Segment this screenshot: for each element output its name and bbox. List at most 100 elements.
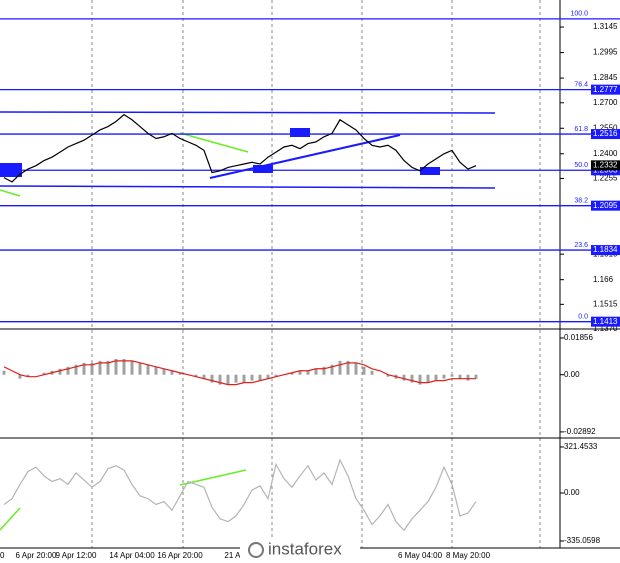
histogram-bar: [466, 374, 470, 381]
histogram-bar: [202, 374, 206, 379]
last-price-label: 1.2332: [593, 160, 618, 169]
histogram-bar: [242, 374, 246, 383]
fib-label: 38.2: [574, 198, 588, 205]
watermark: instaforex: [268, 539, 342, 558]
histogram-bar: [402, 374, 406, 381]
histogram-bar: [386, 374, 390, 377]
histogram-bar: [458, 374, 462, 379]
y-tick-label: 1.1370: [593, 324, 618, 333]
y-tick-label: 0.01856: [564, 333, 593, 342]
histogram-bar: [266, 374, 270, 379]
histogram-bar: [154, 366, 158, 375]
histogram-bar: [306, 370, 310, 375]
histogram-bar: [122, 358, 126, 375]
price-label-box: [591, 245, 620, 256]
histogram-bar: [170, 370, 174, 375]
histogram-bar: [194, 374, 198, 377]
histogram-bar: [114, 358, 118, 375]
histogram-bar: [250, 374, 254, 381]
histogram-bar: [74, 364, 78, 375]
price-label-box: [591, 84, 620, 95]
histogram-bar: [346, 360, 350, 375]
fib-price-label: 1.1834: [593, 245, 618, 254]
y-tick-label: 321.4533: [564, 442, 598, 451]
histogram-bar: [442, 374, 446, 379]
y-tick-label: 1.2255: [593, 174, 618, 183]
fib-label: 50.0: [574, 162, 588, 169]
marker-box: [290, 128, 310, 137]
histogram-bar: [426, 374, 430, 383]
histogram-bar: [98, 360, 102, 375]
histogram-bar: [362, 366, 366, 375]
histogram-bar: [2, 370, 6, 375]
y-tick-label: 0.00: [564, 488, 580, 497]
histogram-bar: [66, 366, 70, 375]
x-tick-label: 6 May 04:00: [398, 551, 443, 560]
divergence-line: [0, 507, 21, 531]
marker-box: [253, 165, 273, 173]
histogram-bar: [370, 370, 374, 375]
fib-label: 0.0: [578, 314, 588, 321]
histogram-bar: [178, 372, 182, 375]
x-tick-label: 9 Apr 12:00: [56, 551, 97, 560]
fib-price-label: 1.2516: [593, 129, 618, 138]
histogram-bar: [410, 374, 414, 383]
histogram-bar: [106, 360, 110, 375]
y-tick-label: 0.00: [564, 370, 580, 379]
x-tick-label: 8 May 20:00: [446, 551, 491, 560]
histogram-bar: [258, 374, 262, 381]
histogram-bar: [42, 372, 46, 375]
histogram-bar: [322, 366, 326, 375]
price-label-box: [591, 129, 620, 140]
histogram-bar: [90, 362, 94, 375]
y-tick-label: 1.2550: [593, 123, 618, 132]
x-tick-label: 6 Apr 20:00: [16, 551, 57, 560]
histogram-bar: [234, 374, 238, 383]
histogram-bar: [162, 368, 166, 375]
histogram-bar: [146, 364, 150, 375]
histogram-bar: [130, 360, 134, 375]
marker-box: [420, 167, 440, 175]
histogram-bar: [26, 374, 30, 377]
x-tick-label: 0: [0, 551, 5, 560]
channel-line: [0, 185, 496, 189]
watermark-icon: [248, 542, 264, 558]
fib-label: 76.4: [574, 81, 588, 88]
x-tick-label: 16 Apr 20:00: [157, 551, 203, 560]
histogram-bar: [226, 374, 230, 385]
histogram-bar: [82, 362, 86, 375]
price-label-box: [591, 316, 620, 327]
price-label-box: [591, 200, 620, 211]
histogram-bar: [210, 374, 214, 383]
panel-borders: [0, 0, 620, 549]
histogram-bar: [18, 374, 22, 379]
y-tick-label: 1.2700: [593, 98, 618, 107]
y-tick-label: -335.0598: [564, 536, 601, 545]
histogram-bar: [58, 368, 62, 375]
histogram-bar: [218, 374, 222, 385]
histogram-bar: [418, 374, 422, 385]
histogram-bar: [338, 360, 342, 375]
fib-price-label: 1.2777: [593, 85, 618, 94]
fib-price-label: 1.1413: [593, 317, 618, 326]
y-tick-label: 1.2995: [593, 48, 618, 57]
histogram-bar: [290, 372, 294, 375]
last-price-box: [591, 160, 620, 171]
price-line: [3, 113, 477, 183]
histogram-bar: [274, 374, 278, 377]
fib-label: 23.6: [574, 242, 588, 249]
watermark-box: [240, 538, 360, 562]
histogram-bar: [474, 374, 478, 379]
price-line: [3, 458, 477, 532]
histogram-bar: [314, 368, 318, 375]
vertical-grid: [91, 0, 541, 548]
x-tick-label: 14 Apr 04:00: [109, 551, 155, 560]
y-tick-label: 1.2845: [593, 73, 618, 82]
fib-label: 100.0: [570, 11, 588, 18]
histogram-bar: [450, 374, 454, 377]
histogram-bar: [354, 362, 358, 375]
histogram-bar: [330, 364, 334, 375]
x-tick-label: 21 Apr: [224, 551, 247, 560]
